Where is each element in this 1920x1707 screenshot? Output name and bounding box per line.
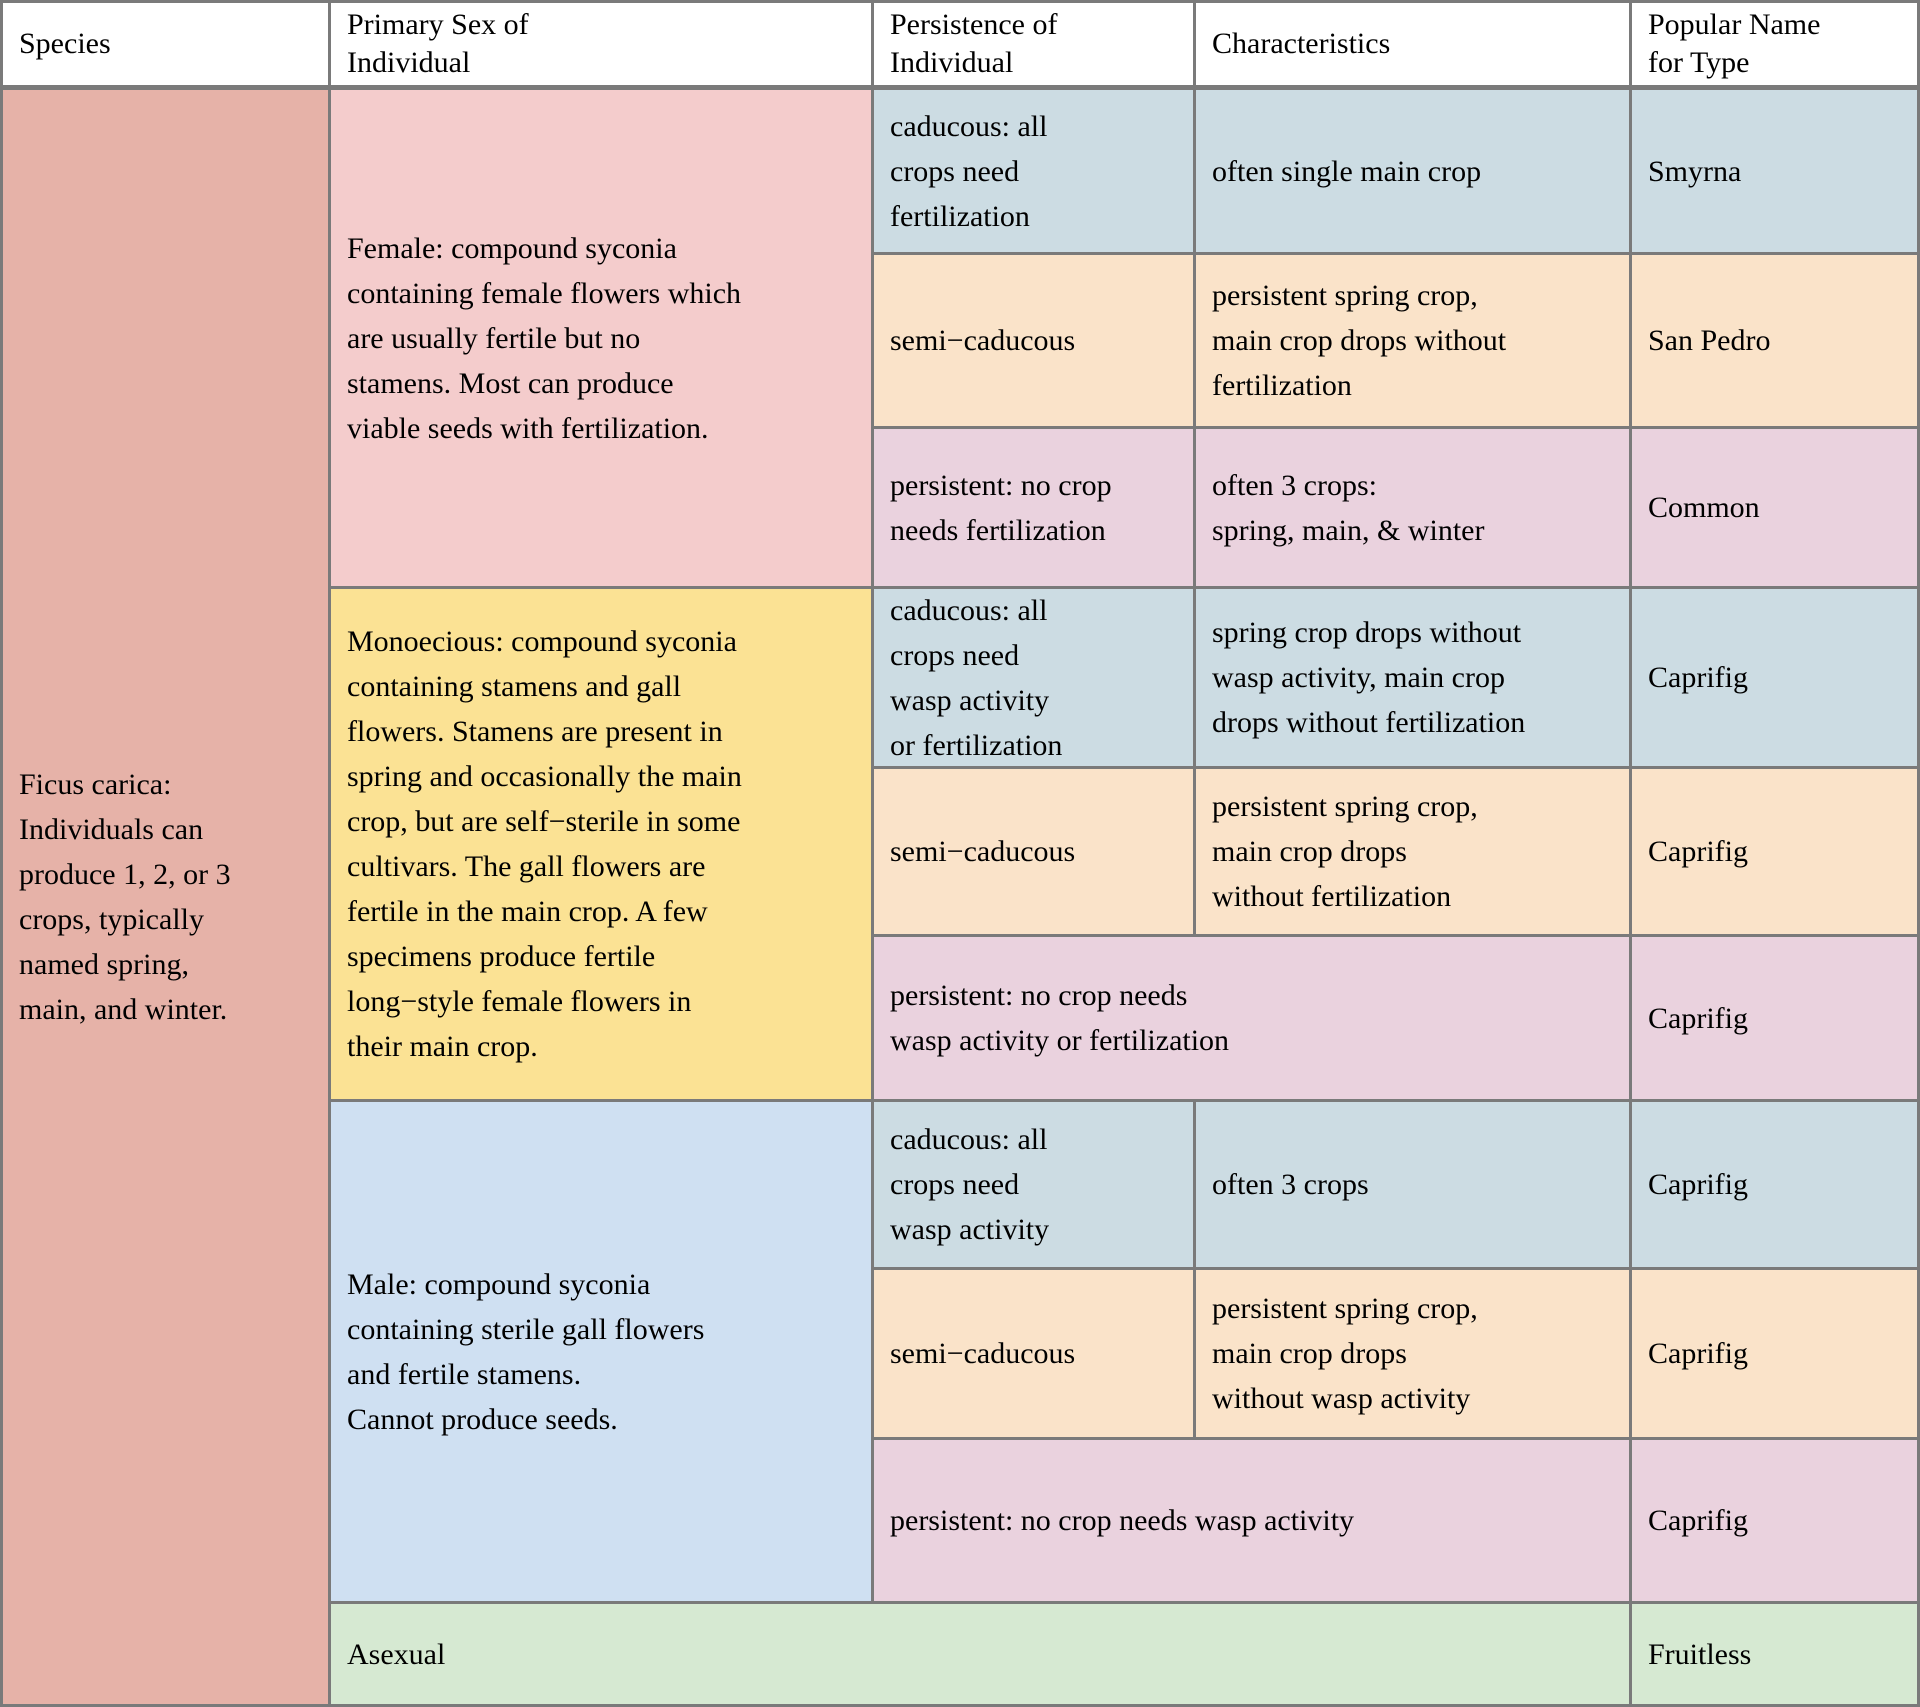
persistence-cell: semi−caducous [874,769,1193,934]
asexual-cell: Asexual [331,1604,1629,1704]
header-cell-primary-sex: Primary Sex of Individual [331,3,871,87]
popular-name-cell: Caprifig [1632,589,1917,766]
persistence-cell: semi−caducous [874,255,1193,426]
characteristics-cell: often single main crop [1196,90,1629,252]
header-cell-characteristics: Characteristics [1196,3,1629,87]
popular-name-cell: Caprifig [1632,1440,1917,1601]
sex-cell-male: Male: compound syconia containing steril… [331,1102,871,1601]
sex-cell-female: Female: compound syconia containing fema… [331,90,871,586]
sex-cell-monoecious: Monoecious: compound syconia containing … [331,589,871,1099]
header-cell-popular-name: Popular Name for Type [1632,3,1917,87]
popular-name-cell: Fruitless [1632,1604,1917,1704]
header-cell-persistence: Persistence of Individual [874,3,1193,87]
popular-name-cell: Caprifig [1632,937,1917,1099]
persistence-cell: persistent: no crop needs fertilization [874,429,1193,586]
species-cell: Ficus carica: Individuals can produce 1,… [3,90,328,1704]
persistence-merged-cell: persistent: no crop needs wasp activity [874,1440,1629,1601]
characteristics-cell: spring crop drops without wasp activity,… [1196,589,1629,766]
popular-name-cell: San Pedro [1632,255,1917,426]
header-cell-species: Species [3,3,328,87]
persistence-cell: caducous: all crops need fertilization [874,90,1193,252]
persistence-merged-cell: persistent: no crop needs wasp activity … [874,937,1629,1099]
popular-name-cell: Caprifig [1632,769,1917,934]
popular-name-cell: Caprifig [1632,1102,1917,1267]
characteristics-cell: persistent spring crop, main crop drops … [1196,255,1629,426]
popular-name-cell: Caprifig [1632,1270,1917,1437]
persistence-cell: caducous: all crops need wasp activity [874,1102,1193,1267]
persistence-cell: semi−caducous [874,1270,1193,1437]
characteristics-cell: persistent spring crop, main crop drops … [1196,1270,1629,1437]
characteristics-cell: often 3 crops [1196,1102,1629,1267]
characteristics-cell: persistent spring crop, main crop drops … [1196,769,1629,934]
popular-name-cell: Smyrna [1632,90,1917,252]
persistence-cell: caducous: all crops need wasp activity o… [874,589,1193,766]
characteristics-cell: often 3 crops: spring, main, & winter [1196,429,1629,586]
popular-name-cell: Common [1632,429,1917,586]
